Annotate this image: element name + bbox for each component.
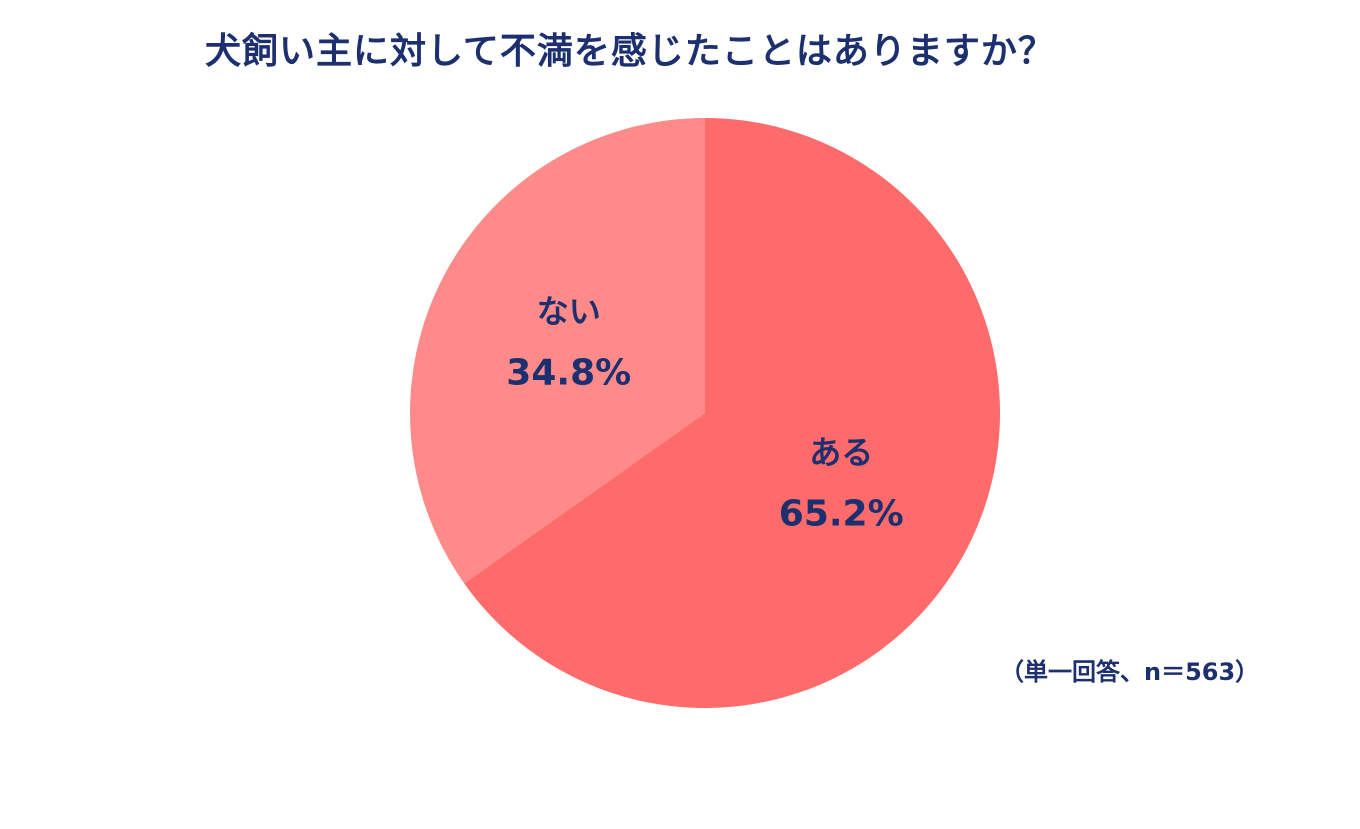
sample-note: （単一回答、n＝563）: [1000, 658, 1260, 686]
pie-slice-0: [464, 118, 1000, 708]
chart-title: 犬飼い主に対して不満を感じたことはありますか？: [205, 31, 1055, 72]
slice-label-0: ある: [809, 433, 873, 471]
pie-slice-1: [409, 118, 705, 584]
slice-value-0: 65.2%: [779, 493, 904, 534]
slice-value-1: 34.8%: [506, 353, 631, 394]
slice-label-1: ない: [537, 293, 601, 331]
